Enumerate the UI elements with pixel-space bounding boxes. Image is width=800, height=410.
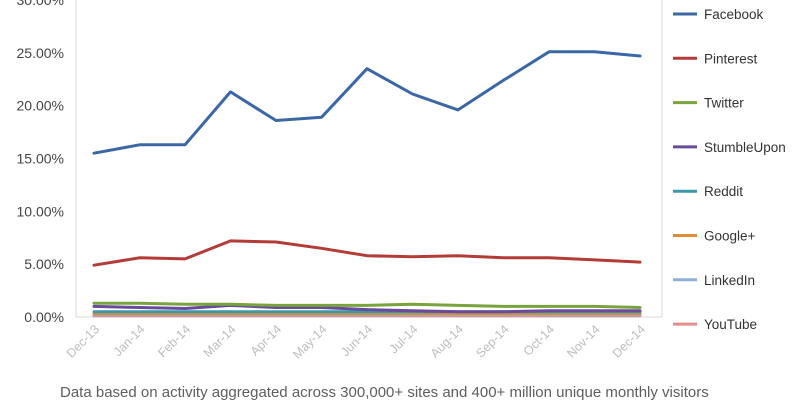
chart-footnote: Data based on activity aggregated across… [60,384,709,401]
x-tick-label: Mar-14 [201,322,239,360]
x-tick-label: Jul-14 [387,322,421,356]
series-line-pinterest [92,239,642,267]
legend-label: StumbleUpon [704,140,786,155]
x-tick-label: Jun-14 [338,322,375,359]
legend-label: LinkedIn [704,273,755,288]
x-tick-label: Feb-14 [155,322,193,360]
y-tick-label: 5.00% [24,256,64,272]
y-tick-label: 20.00% [17,98,64,114]
legend-label: Facebook [704,7,764,22]
legend-label: Twitter [704,96,744,111]
x-tick-label: Apr-14 [248,322,284,358]
x-tick-label: Dec-14 [610,322,648,360]
legend-label: Reddit [704,184,743,199]
y-tick-label: 15.00% [17,151,64,167]
legend-label: Pinterest [704,51,758,66]
legend-label: YouTube [704,317,757,332]
x-tick-label: Jan-14 [111,322,148,359]
x-tick-label: Dec-13 [64,322,102,360]
x-tick-label: Nov-14 [564,322,602,360]
y-tick-label: 10.00% [17,203,64,219]
y-tick-label: 0.00% [24,309,64,325]
x-tick-label: Oct-14 [521,322,557,358]
x-tick-label: Sep-14 [473,322,511,360]
series-line-twitter [92,301,642,309]
legend-label: Google+ [704,229,756,244]
series-line-facebook [92,50,642,155]
x-tick-label: Aug-14 [428,322,466,360]
y-tick-label: 30.00% [17,0,64,8]
series-line-stumbleupon [92,303,642,314]
x-tick-label: May-14 [290,322,329,361]
y-tick-label: 25.00% [17,45,64,61]
